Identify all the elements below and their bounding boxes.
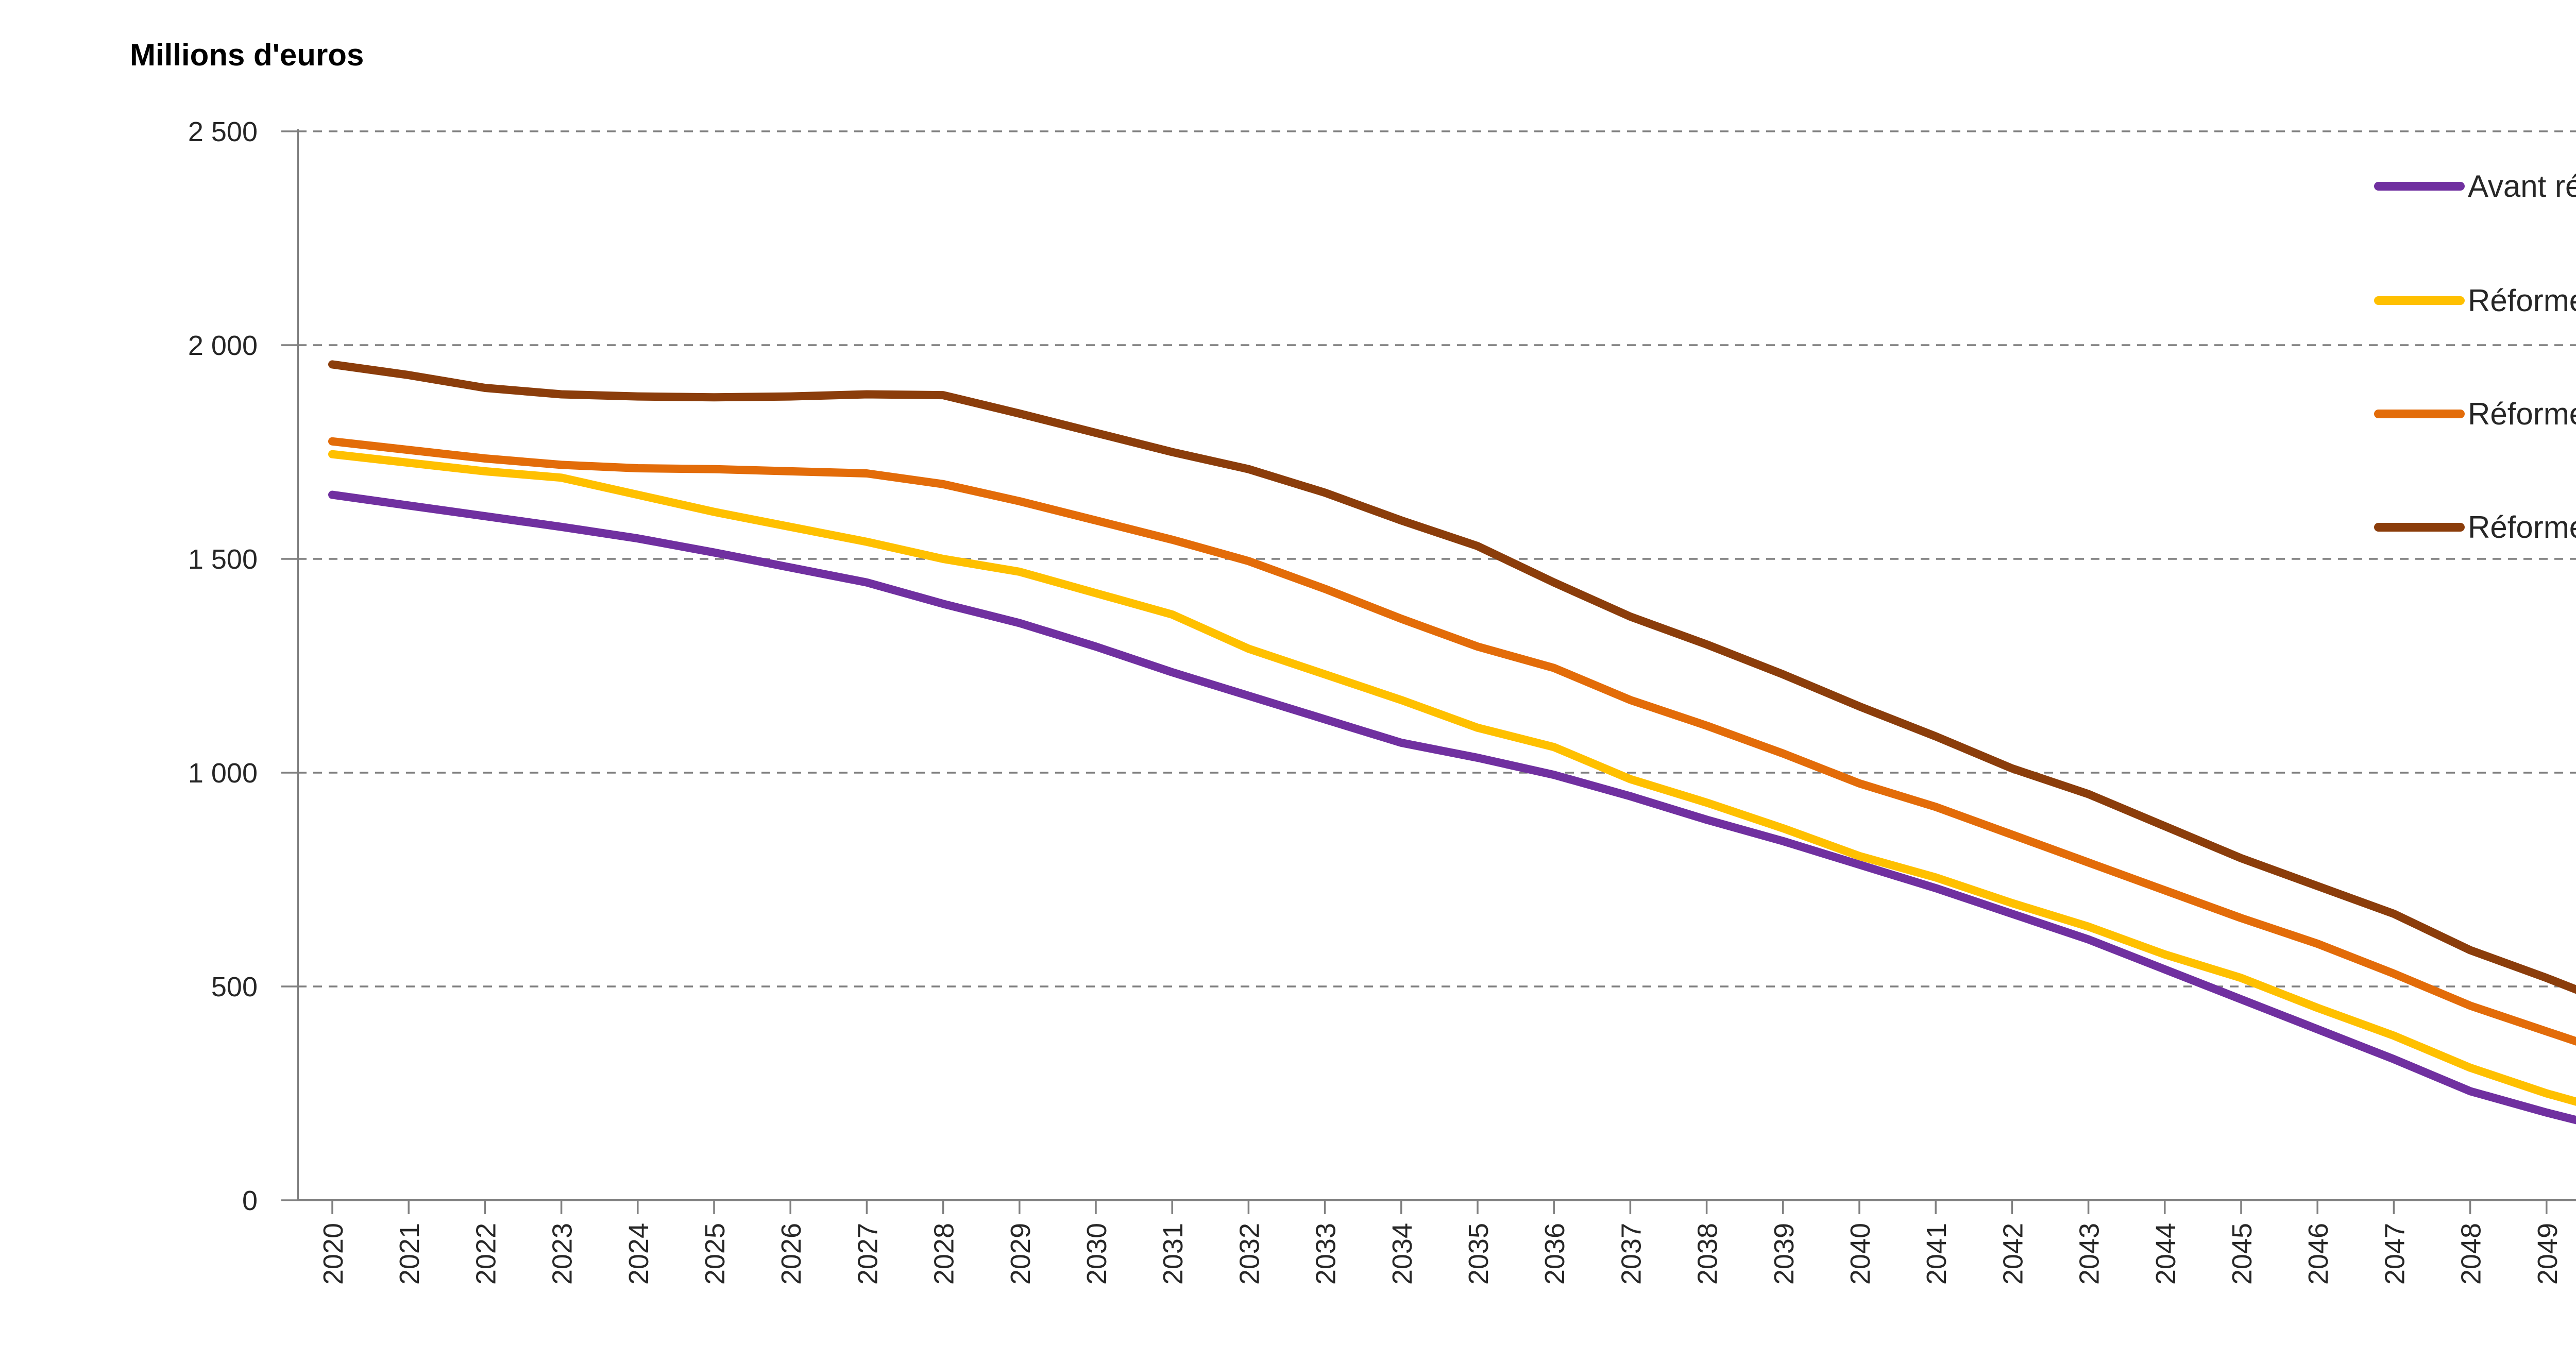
x-tick-label: 2037 [1616,1223,1647,1285]
y-tick-label: 500 [211,972,258,1002]
x-tick-label: 2045 [2227,1223,2258,1285]
series-line-r-forme-2010 [328,437,2576,1046]
x-tick-label: 2049 [2532,1223,2563,1285]
y-tick-label: 1 000 [188,758,258,789]
x-tick-label: 2031 [1158,1223,1189,1285]
y-tick-label: 0 [242,1185,258,1216]
x-tick-label: 2020 [318,1223,349,1285]
series-line-r-forme-2014 [328,360,2576,994]
x-tick-label: 2026 [776,1223,807,1285]
x-tick-label: 2028 [929,1223,960,1285]
y-tick-label: 2 000 [188,330,258,361]
y-tick-label: 2 500 [188,116,258,147]
x-tick-label: 2048 [2456,1223,2487,1285]
series-line-r-forme-2008 [328,450,2576,1106]
x-tick-label: 2035 [1463,1223,1494,1285]
x-tick-label: 2042 [1997,1223,2028,1285]
x-tick-label: 2029 [1005,1223,1036,1285]
series [328,360,2576,1125]
x-tick-label: 2033 [1311,1223,1342,1285]
x-tick-label: 2039 [1769,1223,1800,1285]
x-tick-label: 2044 [2150,1223,2181,1285]
x-tick-label: 2038 [1692,1223,1723,1285]
chart-title: Millions d'euros [130,38,364,72]
x-tick-label: 2046 [2303,1223,2334,1285]
series-line-avant-r-forme [328,490,2576,1125]
x-tick-labels: 2020 2021 2022 2023 2024 2025 2026 2027 2028 2029… [318,1200,2563,1285]
x-tick-label: 2021 [394,1223,425,1285]
x-tick-label: 2036 [1539,1223,1570,1285]
x-tick-label: 2027 [852,1223,883,1285]
x-tick-label: 2041 [1921,1223,1952,1285]
x-tick-label: 2040 [1845,1223,1876,1285]
gridlines [298,130,2576,988]
x-tick-label: 2043 [2074,1223,2105,1285]
x-tick-label: 2032 [1234,1223,1265,1285]
x-tick-label: 2030 [1081,1223,1112,1285]
x-tick-label: 2022 [470,1223,501,1285]
x-tick-label: 2034 [1387,1223,1418,1285]
x-tick-label: 2023 [547,1223,578,1285]
y-tick-label: 1 500 [188,544,258,575]
x-tick-label: 2047 [2379,1223,2410,1285]
y-tick-labels: 0 500 1 000 1 500 2 000 2 500 [188,116,298,1216]
x-tick-label: 2024 [623,1223,654,1285]
x-tick-label: 2025 [700,1223,731,1285]
axes [297,129,2576,1201]
